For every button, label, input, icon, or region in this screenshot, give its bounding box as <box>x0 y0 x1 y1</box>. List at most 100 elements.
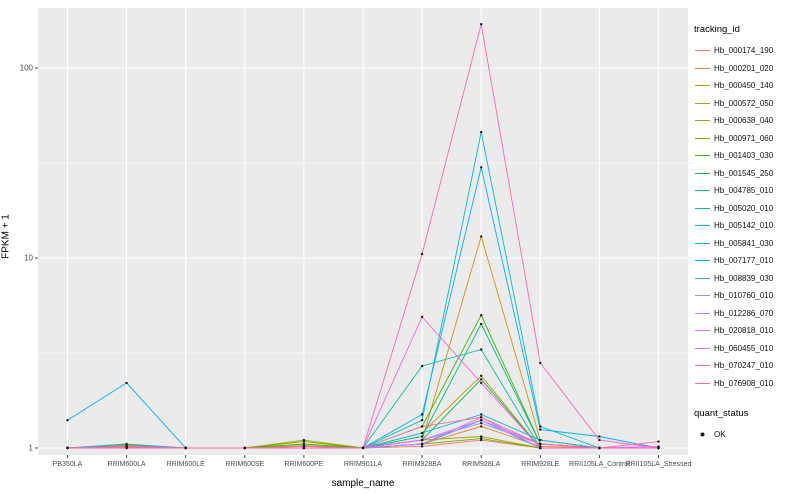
data-point <box>420 438 424 442</box>
data-point <box>420 364 424 368</box>
legend-item: Hb_004785_010 <box>694 182 800 200</box>
data-point <box>480 235 483 238</box>
legend-item: Hb_005142_010 <box>694 217 800 235</box>
data-point <box>420 419 424 422</box>
legend-item: Hb_000174_190 <box>694 42 800 60</box>
x-tick-label: RRII105LA_Stressed <box>626 461 692 468</box>
legend-item: Hb_000572_050 <box>694 95 800 113</box>
x-tick-label: RRIM600LE <box>167 461 205 468</box>
y-tick-label: 100 <box>20 64 34 73</box>
legend-item-label: Hb_000572_050 <box>714 98 774 108</box>
legend-item: Hb_070247_010 <box>694 357 800 375</box>
legend-key-line-icon <box>695 172 710 174</box>
x-tick-label: RRIM928BA <box>403 461 442 468</box>
x-tick-label: RRIM600SE <box>225 461 264 468</box>
legend-key-line-icon <box>695 242 710 244</box>
data-point <box>598 435 601 438</box>
legend-key-line-icon <box>695 277 710 279</box>
data-point <box>480 381 483 385</box>
legend-item-label: Hb_005142_010 <box>714 221 774 231</box>
legend-key-line-icon <box>695 260 710 262</box>
data-point <box>66 446 69 450</box>
data-point <box>302 442 306 446</box>
legend-key-line-icon <box>695 295 710 297</box>
data-point <box>420 431 424 435</box>
x-tick-label: RRIM928LA <box>462 461 500 468</box>
legend-key-line-icon <box>695 155 710 157</box>
data-point <box>480 130 483 134</box>
legend-item: Hb_001403_030 <box>694 147 800 165</box>
legend-item: Hb_060455_010 <box>694 340 800 358</box>
data-point <box>480 374 483 377</box>
legend-key-line-icon <box>695 85 710 87</box>
legend-items-quant-status: OK <box>694 426 800 444</box>
legend-item: Hb_010760_010 <box>694 287 800 305</box>
legend-item: Hb_005020_010 <box>694 200 800 218</box>
data-point <box>420 425 424 428</box>
data-point <box>657 440 660 443</box>
legend-item-label: Hb_076908_010 <box>714 378 774 388</box>
legend-key-line-icon <box>695 365 710 367</box>
data-point <box>480 416 483 419</box>
x-tick-label: RRIM600PE <box>284 461 323 468</box>
legend-item-label: Hb_060455_010 <box>714 343 774 353</box>
legend-item: Hb_008839_030 <box>694 270 800 288</box>
legend-item: Hb_000638_040 <box>694 112 800 130</box>
data-point <box>657 446 660 450</box>
data-point <box>480 435 483 438</box>
y-tick-label: 10 <box>24 254 33 263</box>
data-point <box>480 378 483 381</box>
data-point <box>184 446 187 450</box>
legend-title-quant-status: quant_status <box>694 408 749 419</box>
x-tick-label: RRIM901LA <box>344 461 382 468</box>
data-point <box>420 413 424 416</box>
legend-key-line-icon <box>695 347 710 349</box>
x-tick-label: RRII105LA_Control <box>569 461 630 468</box>
data-point <box>125 445 128 448</box>
legend-item: Hb_000971_060 <box>694 130 800 148</box>
data-point <box>598 446 601 450</box>
data-point <box>539 361 542 365</box>
legend-item: OK <box>694 426 800 444</box>
data-point <box>480 422 483 425</box>
data-point <box>125 442 128 446</box>
data-point <box>480 413 483 416</box>
legend-item-label: Hb_000971_060 <box>714 133 774 143</box>
data-point <box>539 428 542 431</box>
legend-item-label: Hb_004785_010 <box>714 186 774 196</box>
data-point <box>302 445 306 448</box>
legend-item-label: Hb_008839_030 <box>714 273 774 283</box>
data-point <box>480 419 483 422</box>
data-point <box>480 437 483 440</box>
data-point <box>243 446 246 450</box>
legend-item-label: Hb_000174_190 <box>714 46 774 56</box>
legend-key-line-icon <box>695 382 710 384</box>
x-axis-title: sample_name <box>331 478 395 489</box>
data-point <box>480 314 483 317</box>
legend-item-label: Hb_020818_010 <box>714 326 774 336</box>
data-point <box>480 348 483 351</box>
data-point <box>125 381 128 385</box>
legend-item-label: Hb_007177_010 <box>714 256 774 266</box>
legend-key-line-icon <box>695 67 710 69</box>
legend-item: Hb_005841_030 <box>694 235 800 253</box>
legend-item-label: Hb_000450_140 <box>714 81 774 91</box>
legend-item-label: Hb_001545_250 <box>714 168 774 178</box>
legend-key-line-icon <box>695 330 710 332</box>
x-tick-label: RRIM928LE <box>521 461 559 468</box>
legend-item: Hb_076908_010 <box>694 375 800 393</box>
legend-item-label: Hb_001403_030 <box>714 151 774 161</box>
legend-title-tracking-id: tracking_id <box>694 24 740 35</box>
legend-key-line-icon <box>695 50 710 52</box>
legend-items-tracking-id: Hb_000174_190 Hb_000201_020 Hb_000450_140 H… <box>694 42 800 392</box>
legend-item-label: Hb_000638_040 <box>714 116 774 126</box>
x-tick-label: PB350LA <box>53 461 83 468</box>
legend-item: Hb_007177_010 <box>694 252 800 270</box>
legend-key-point-icon <box>700 432 705 437</box>
y-axis-title: FPKM + 1 <box>0 214 12 259</box>
legend-key-line-icon <box>695 120 710 122</box>
legend-key-line-icon <box>695 137 710 139</box>
data-point <box>420 442 424 446</box>
legend-item-label: Hb_010760_010 <box>714 291 774 301</box>
